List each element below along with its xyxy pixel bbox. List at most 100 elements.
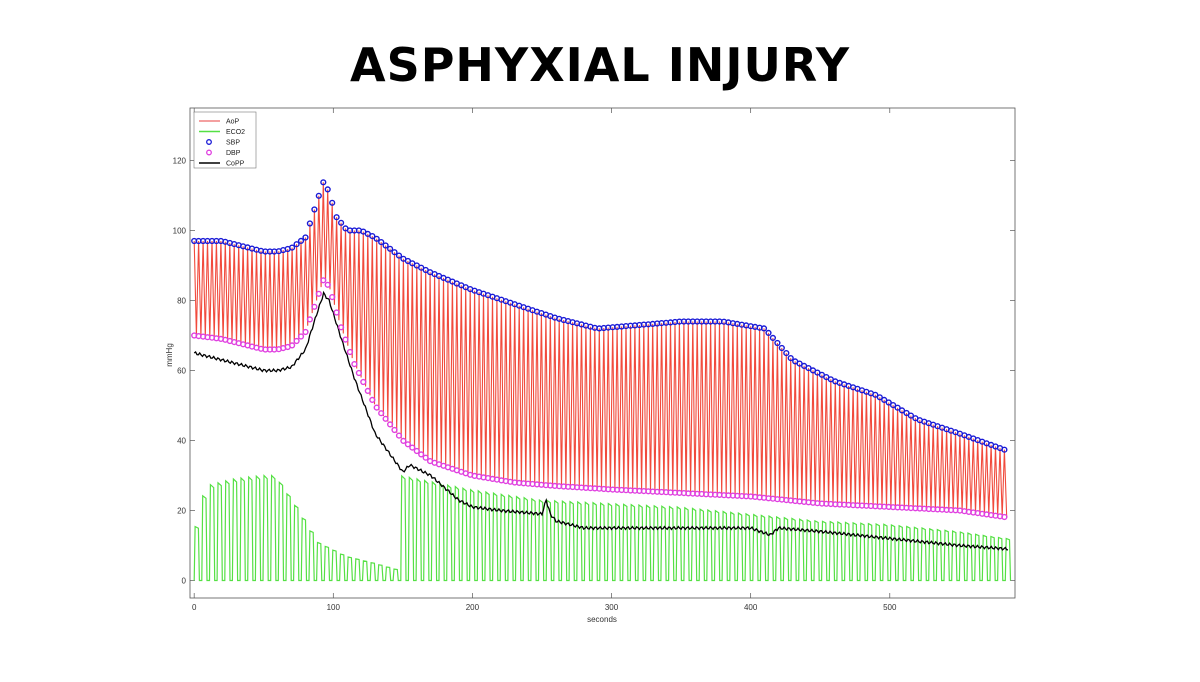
x-tick-label: 500 <box>883 603 897 612</box>
sbp-marker <box>881 396 888 404</box>
y-tick-label: 60 <box>177 367 186 376</box>
dbp-marker <box>355 369 363 377</box>
dbp-marker <box>369 396 376 404</box>
dbp-marker <box>378 410 385 417</box>
sbp-marker <box>796 360 803 367</box>
x-tick-label: 400 <box>744 603 758 612</box>
legend-swatch-sbp <box>206 139 212 145</box>
sbp-marker <box>320 179 327 186</box>
series-copp-line <box>193 290 1009 551</box>
dbp-marker <box>404 441 412 448</box>
sbp-marker <box>369 233 376 240</box>
x-tick-label: 300 <box>605 603 619 612</box>
sbp-marker <box>769 334 777 342</box>
dbp-marker <box>360 378 367 386</box>
sbp-marker <box>418 264 425 271</box>
legend-label-copp: CoPP <box>226 161 245 168</box>
sbp-marker <box>760 325 768 332</box>
sbp-marker <box>360 228 367 235</box>
dbp-marker <box>293 337 300 345</box>
legend-label-dbp: DBP <box>226 150 241 157</box>
dbp-marker <box>382 415 389 422</box>
sbp-marker <box>329 199 336 206</box>
dbp-marker <box>413 447 420 455</box>
sbp-marker <box>1001 446 1008 453</box>
slide-title: ASPHYXIAL INJURY <box>349 38 851 92</box>
sbp-marker <box>805 365 812 372</box>
dbp-marker <box>289 342 296 349</box>
dbp-marker <box>346 348 354 356</box>
sbp-marker <box>889 402 897 409</box>
legend-swatch-dbp <box>206 149 212 156</box>
tick-labels: 0 100 200 300 400 500 0 20 40 60 80 100 120 <box>173 157 897 613</box>
sbp-marker <box>382 242 389 249</box>
dbp-marker <box>395 432 403 439</box>
dbp-marker <box>351 361 358 368</box>
dbp-marker <box>329 294 336 301</box>
dbp-marker <box>324 281 331 288</box>
dbp-marker <box>311 303 318 310</box>
sbp-marker <box>293 241 300 248</box>
sbp-marker <box>395 252 403 259</box>
axis-ticks <box>190 108 1015 598</box>
sbp-marker <box>306 220 314 227</box>
sbp-marker <box>391 249 398 256</box>
dbp-marker <box>364 387 371 395</box>
y-tick-label: 20 <box>177 507 186 516</box>
sbp-marker <box>333 214 340 221</box>
legend-label-eco2: ECO2 <box>226 129 245 136</box>
dbp-marker <box>315 290 322 297</box>
dbp-marker <box>306 316 314 323</box>
dbp-marker <box>409 444 416 451</box>
sbp-marker <box>774 339 781 347</box>
y-tick-label: 100 <box>173 227 187 236</box>
legend-label-sbp: SBP <box>226 140 240 147</box>
sbp-marker <box>903 409 910 417</box>
sbp-marker <box>783 350 790 357</box>
dbp-marker <box>297 333 305 340</box>
y-tick-label: 80 <box>177 297 186 306</box>
dbp-marker <box>391 426 398 434</box>
y-tick-label: 0 <box>182 577 187 586</box>
y-axis-label: mmHg <box>165 343 174 367</box>
series-aop-line <box>193 182 1008 518</box>
dbp-marker <box>338 324 345 331</box>
sbp-marker <box>378 239 385 246</box>
dbp-marker <box>373 404 380 411</box>
sbp-marker <box>907 412 915 419</box>
legend-label-aop: AoP <box>226 119 240 126</box>
dbp-marker <box>400 437 407 445</box>
dbp-marker <box>1001 513 1008 521</box>
x-tick-label: 0 <box>192 603 197 612</box>
sbp-marker <box>338 219 345 226</box>
sbp-marker <box>315 192 322 199</box>
sbp-marker <box>373 235 380 242</box>
sbp-marker <box>894 404 901 411</box>
sbp-marker <box>898 407 906 414</box>
x-tick-label: 100 <box>327 603 341 612</box>
sbp-marker <box>289 244 296 251</box>
x-tick-label: 200 <box>466 603 480 612</box>
sbp-marker <box>885 399 892 406</box>
x-axis-label: seconds <box>587 615 617 624</box>
dbp-marker <box>333 309 340 316</box>
legend: AoP ECO2 SBP DBP CoPP <box>193 111 257 169</box>
sbp-marker <box>778 344 785 352</box>
sbp-marker <box>297 237 305 245</box>
sbp-marker <box>387 245 394 252</box>
chart-marks <box>191 179 1012 582</box>
y-tick-label: 120 <box>173 157 187 166</box>
sbp-marker <box>872 391 879 398</box>
dbp-marker <box>302 328 309 336</box>
dbp-marker <box>320 277 327 284</box>
sbp-marker <box>876 394 883 401</box>
sbp-marker <box>787 355 794 362</box>
sbp-marker <box>311 206 318 213</box>
dbp-marker <box>422 454 429 461</box>
series-eco2-line <box>193 474 1012 582</box>
sbp-marker <box>302 234 309 241</box>
dbp-marker <box>418 451 425 458</box>
sbp-marker <box>765 329 772 337</box>
y-tick-label: 40 <box>177 437 186 446</box>
